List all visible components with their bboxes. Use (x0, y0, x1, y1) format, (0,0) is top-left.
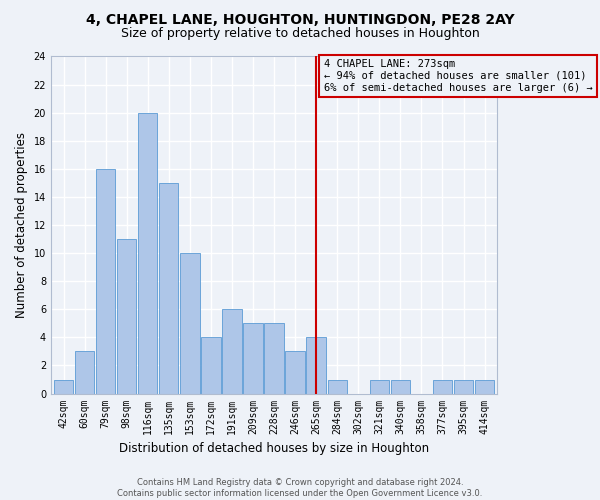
Bar (454, 380, 473, 394)
Text: Contains HM Land Registry data © Crown copyright and database right 2024.
Contai: Contains HM Land Registry data © Crown c… (118, 478, 482, 498)
Bar (75, 352, 94, 394)
Bar (96, 169, 115, 394)
Bar (328, 380, 347, 394)
Bar (54, 380, 73, 394)
Bar (180, 253, 200, 394)
Y-axis label: Number of detached properties: Number of detached properties (15, 132, 28, 318)
Bar (433, 380, 452, 394)
Bar (117, 239, 136, 394)
Bar (307, 338, 326, 394)
Bar (138, 112, 157, 394)
Bar (201, 338, 221, 394)
Bar (244, 324, 263, 394)
Bar (222, 310, 242, 394)
Bar (391, 380, 410, 394)
Text: Size of property relative to detached houses in Houghton: Size of property relative to detached ho… (121, 28, 479, 40)
Text: 4 CHAPEL LANE: 273sqm
← 94% of detached houses are smaller (101)
6% of semi-deta: 4 CHAPEL LANE: 273sqm ← 94% of detached … (323, 60, 592, 92)
Bar (370, 380, 389, 394)
Bar (265, 324, 284, 394)
X-axis label: Distribution of detached houses by size in Houghton: Distribution of detached houses by size … (119, 442, 429, 455)
Bar (286, 352, 305, 394)
Text: 4, CHAPEL LANE, HOUGHTON, HUNTINGDON, PE28 2AY: 4, CHAPEL LANE, HOUGHTON, HUNTINGDON, PE… (86, 12, 514, 26)
Bar (475, 380, 494, 394)
Bar (159, 183, 178, 394)
